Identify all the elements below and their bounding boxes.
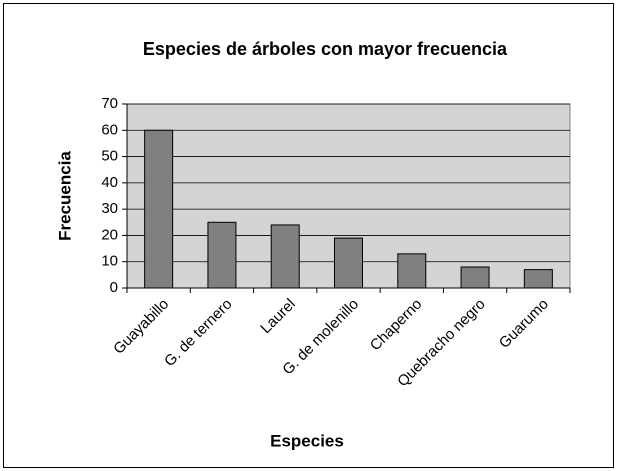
- y-tick-label: 70: [101, 95, 118, 112]
- y-tick-label: 20: [101, 226, 118, 243]
- bar: [144, 129, 174, 289]
- y-tick-label: 30: [101, 200, 118, 217]
- y-axis-title: Frecuencia: [55, 151, 74, 241]
- y-tick-label: 0: [110, 279, 118, 296]
- chart-title: Especies de árboles con mayor frecuencia: [143, 39, 508, 59]
- bar: [334, 237, 363, 289]
- bar: [523, 269, 553, 289]
- x-axis-title: Especies: [270, 431, 344, 450]
- y-tick-label: 60: [101, 121, 118, 138]
- y-tick-label: 40: [101, 174, 118, 191]
- bar: [207, 221, 237, 289]
- y-tick-label: 50: [101, 148, 118, 165]
- bar: [460, 266, 490, 289]
- y-tick-label: 10: [101, 253, 118, 270]
- bar: [270, 224, 300, 289]
- bar: [397, 253, 427, 289]
